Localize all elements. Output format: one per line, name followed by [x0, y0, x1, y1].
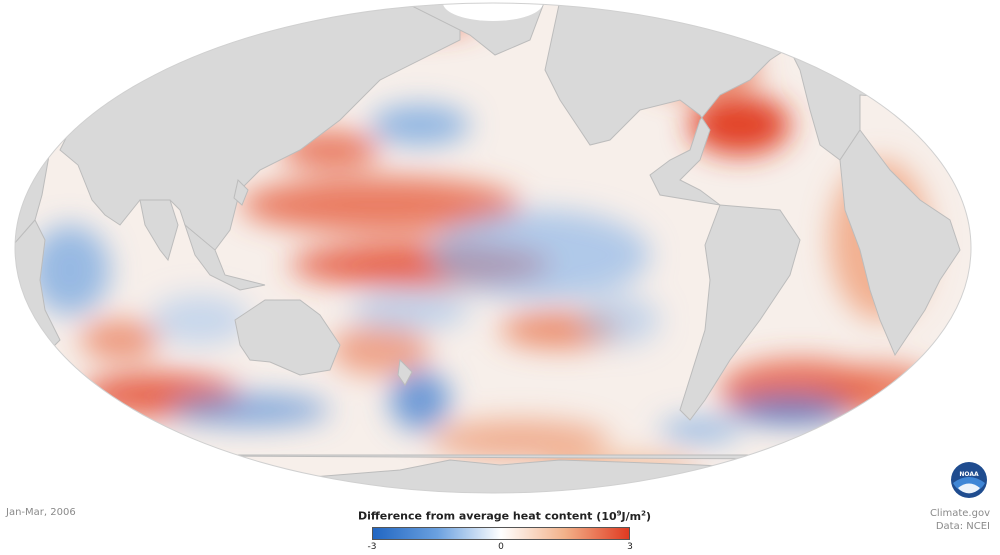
- legend-title: Difference from average heat content (10…: [358, 506, 651, 524]
- landmass-africa-west-edge: [15, 219, 61, 371]
- date-label: Jan-Mar, 2006: [6, 507, 76, 518]
- logo-text: NOAA: [959, 471, 979, 478]
- credit-site: Climate.gov: [929, 508, 990, 519]
- arctic-cap: [443, 3, 543, 21]
- heat-content-map: [14, 2, 972, 494]
- legend-title-text: Difference from average heat content: [358, 509, 593, 523]
- credit-source: Data: NCEI: [935, 521, 990, 532]
- landmass-japan: [233, 179, 249, 206]
- legend-ticks: -3 0 3: [368, 540, 633, 554]
- legend-max-label: 3: [627, 541, 633, 552]
- legend-mid-label: 0: [498, 541, 504, 552]
- landmass-india: [139, 199, 179, 262]
- landmass-africa-east: [839, 129, 961, 357]
- landmass-new-zealand: [397, 358, 413, 386]
- credit: Climate.gov Data: NCEI: [930, 507, 990, 533]
- noaa-logo-icon: NOAA: [951, 462, 987, 498]
- legend-unit: (109J/m2): [596, 509, 651, 523]
- globe-outline: [14, 2, 972, 494]
- legend-min-label: -3: [367, 541, 377, 552]
- landmass-southeast-asia: [183, 223, 266, 291]
- landmass-australia: [234, 299, 341, 376]
- landmass-south-america: [679, 204, 801, 421]
- legend: Difference from average heat content (10…: [358, 506, 651, 554]
- legend-color-bar: [372, 526, 630, 540]
